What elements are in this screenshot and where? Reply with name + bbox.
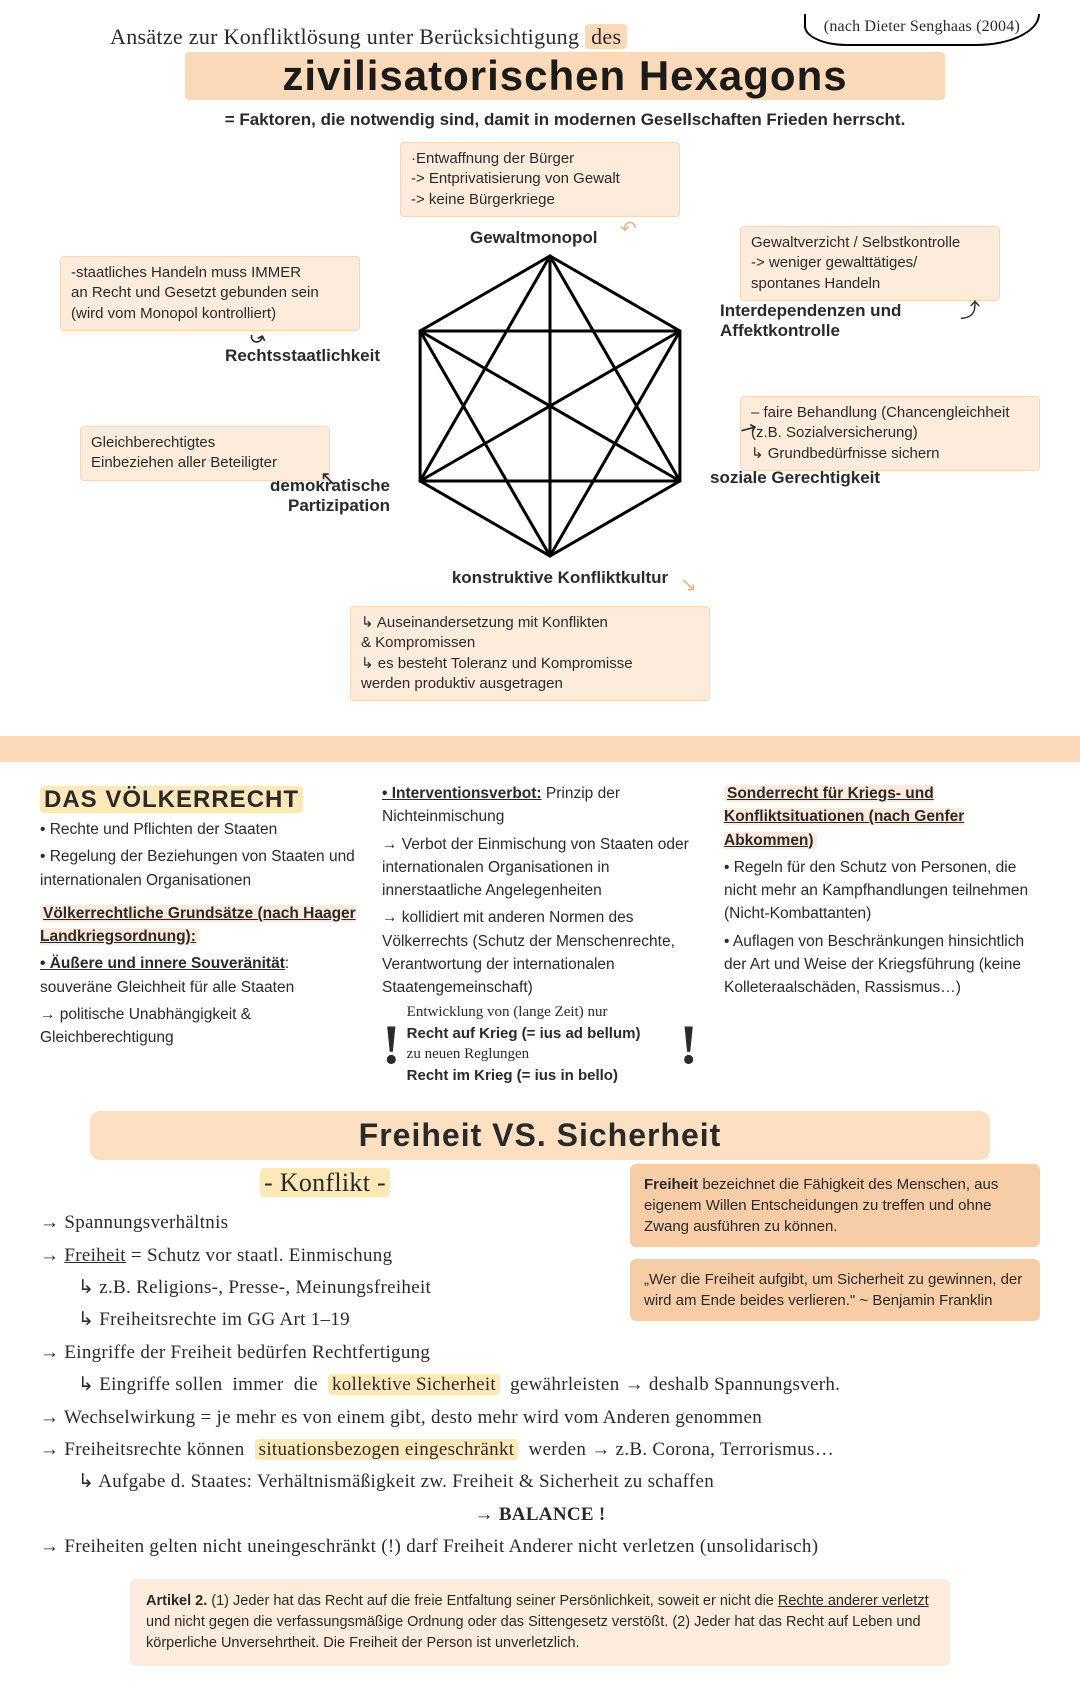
vr-c2-script2: zu neuen Reglungen	[407, 1045, 674, 1065]
fvs-note-4: → Eingriffe der Freiheit bedürfen Rechtf…	[40, 1338, 1040, 1368]
vr-c2-p1: → Verbot der Einmischung von Staaten ode…	[382, 833, 698, 903]
note-konfliktkultur: ↳ Auseinandersetzung mit Konflikten& Kom…	[350, 606, 710, 701]
header-line1-tail: des	[585, 24, 627, 49]
hexagon-diagram	[390, 246, 710, 566]
note-soziale-gerechtigkeit: – faire Behandlung (Chancengleichheit(z.…	[740, 396, 1040, 471]
voelkerrecht-col3: Sonderrecht für Kriegs- und Konfliktsitu…	[724, 782, 1040, 1087]
hexagon-section: ·Entwaffnung der Bürger-> Entprivatisier…	[0, 136, 1080, 736]
fvs-note-7: → Freiheitsrechte können situationsbezog…	[40, 1435, 1040, 1465]
voelkerrecht-col1: DAS VÖLKERRECHT • Rechte und Pflichten d…	[40, 782, 356, 1087]
note-partizipation: GleichberechtigtesEinbeziehen aller Bete…	[80, 426, 330, 481]
fvs-hl-situations: situationsbezogen eingeschränkt	[255, 1439, 519, 1460]
vr-c2-script1: Entwicklung von (lange Zeit) nur	[407, 1003, 674, 1023]
attribution-bubble: (nach Dieter Senghaas (2004)	[804, 14, 1040, 46]
fvs-def-t: bezeichnet die Fähigkeit des Menschen, a…	[644, 1176, 998, 1235]
vr-c3-p2: • Auflagen von Beschränkungen hinsichtli…	[724, 930, 1040, 1000]
vertex-interdependenzen: Interdependenzen undAffektkontrolle	[720, 301, 940, 342]
vr-c3-p1: • Regeln für den Schutz von Personen, di…	[724, 856, 1040, 926]
article-2-box: Artikel 2. (1) Jeder hat das Recht auf d…	[130, 1579, 950, 1666]
fvs-note-5: ↳ Eingriffe sollen immer die kollektive …	[40, 1370, 1040, 1400]
vertex-gewaltmonopol: Gewaltmonopol	[470, 228, 598, 248]
fvs-section: Freiheit bezeichnet die Fähigkeit des Me…	[0, 1160, 1080, 1705]
vr-c2-line-a: Recht auf Krieg (= ius ad bellum)	[407, 1023, 674, 1046]
note-rechtsstaatlichkeit: -staatliches Handeln muss IMMERan Recht …	[60, 256, 360, 331]
exclamation-left-icon: !	[382, 1023, 401, 1068]
vertex-soziale-gerechtigkeit: soziale Gerechtigkeit	[710, 468, 880, 488]
voelkerrecht-section: DAS VÖLKERRECHT • Rechte und Pflichten d…	[0, 762, 1080, 1097]
arrow-bl: ↗	[320, 466, 337, 491]
vertex-konfliktkultur: konstruktive Konfliktkultur	[430, 568, 690, 588]
vr-c2-iv-b: • Interventionsverbot:	[382, 785, 542, 802]
fvs-subtitle-text: - Konflikt -	[260, 1168, 390, 1197]
note-gewaltmonopol: ·Entwaffnung der Bürger-> Entprivatisier…	[400, 142, 680, 217]
arrow-bottom: ↘	[680, 572, 697, 597]
article-2-u: Rechte anderer verletzt	[778, 1593, 929, 1609]
vr-c1-b1: • Rechte und Pflichten der Staaten	[40, 818, 356, 841]
vr-c3-head: Sonderrecht für Kriegs- und Konfliktsitu…	[724, 785, 964, 849]
exclamation-right-icon: !	[679, 1023, 698, 1068]
vr-c1-b2: • Regelung der Beziehungen von Staaten u…	[40, 845, 356, 892]
header: (nach Dieter Senghaas (2004) Ansätze zur…	[0, 0, 1080, 136]
fvs-note-8: ↳ Aufgabe d. Staates: Verhältnismäßigkei…	[40, 1467, 1040, 1497]
fvs-quote-box: „Wer die Freiheit aufgibt, um Sicherheit…	[630, 1259, 1040, 1321]
vr-c2-line-b: Recht im Krieg (= ius in bello)	[407, 1065, 674, 1088]
fvs-note-9: → BALANCE !	[40, 1500, 1040, 1530]
fvs-title-bar: Freiheit VS. Sicherheit	[90, 1111, 990, 1160]
article-2-b: Artikel 2.	[146, 1593, 207, 1609]
fvs-hl-kollektiv: kollektive Sicherheit	[328, 1374, 500, 1395]
voelkerrecht-heading-text: DAS VÖLKERRECHT	[40, 786, 303, 813]
fvs-def-box: Freiheit bezeichnet die Fähigkeit des Me…	[630, 1164, 1040, 1247]
voelkerrecht-col2: • Interventionsverbot: Prinzip der Nicht…	[382, 782, 698, 1087]
fvs-note-6: → Wechselwirkung = je mehr es von einem …	[40, 1403, 1040, 1433]
page-subtitle: = Faktoren, die notwendig sind, damit in…	[110, 110, 1020, 130]
page-title: zivilisatorischen Hexagons	[185, 52, 945, 100]
arrow-tr: ⤴	[960, 294, 980, 323]
vr-c1-sov-b: • Äußere und innere Souveränität	[40, 955, 285, 972]
fvs-def-b: Freiheit	[644, 1176, 698, 1193]
note-interdependenzen: Gewaltverzicht / Selbstkontrolle-> wenig…	[740, 226, 1000, 301]
vr-c1-sub: Völkerrechtliche Grundsätze (nach Haager…	[40, 905, 356, 945]
arrow-top: ↶	[620, 216, 637, 241]
voelkerrecht-heading: DAS VÖLKERRECHT	[40, 782, 356, 818]
fvs-note-10: → Freiheiten gelten nicht uneingeschränk…	[40, 1532, 1040, 1562]
vertex-rechtsstaatlichkeit: Rechtsstaatlichkeit	[200, 346, 380, 366]
vertex-partizipation: demokratischePartizipation	[230, 476, 390, 517]
vr-c2-p2: → kollidiert mit anderen Normen des Völk…	[382, 906, 698, 999]
header-line1-text: Ansätze zur Konfliktlösung unter Berücks…	[110, 24, 579, 49]
section-divider-1	[0, 736, 1080, 762]
vr-c1-sov-arrow: → politische Unabhängigkeit & Gleichbere…	[40, 1003, 356, 1050]
